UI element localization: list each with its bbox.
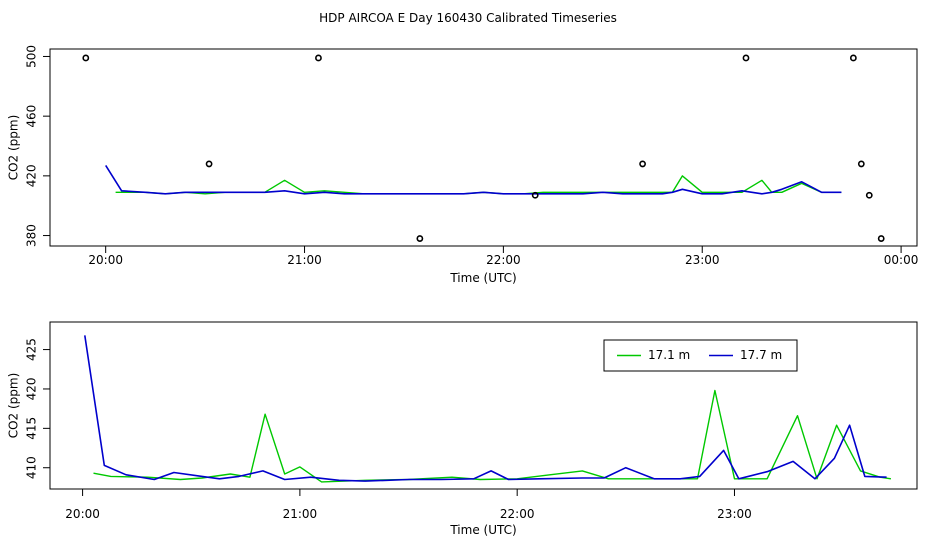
legend-entry-label: 17.7 m bbox=[740, 348, 782, 362]
legend: 17.1 m 17.7 m bbox=[603, 339, 798, 372]
outlier-point bbox=[857, 160, 865, 168]
outlier-point bbox=[531, 191, 539, 199]
series-line-green bbox=[93, 389, 892, 483]
y-tick-label: 425 bbox=[25, 338, 39, 361]
x-tick-label: 21:00 bbox=[287, 253, 322, 267]
series-line-blue bbox=[105, 164, 842, 195]
y-tick-label: 420 bbox=[25, 164, 39, 187]
outlier-point bbox=[865, 191, 873, 199]
series-line-blue bbox=[84, 335, 887, 482]
outlier-point bbox=[416, 235, 424, 242]
x-tick-label: 20:00 bbox=[65, 507, 100, 521]
x-tick-label: 23:00 bbox=[717, 507, 752, 521]
series-line-green bbox=[115, 175, 842, 195]
plot-frame bbox=[49, 321, 918, 490]
outlier-point bbox=[849, 54, 857, 62]
y-tick-label: 460 bbox=[25, 105, 39, 128]
x-tick-label: 21:00 bbox=[283, 507, 318, 521]
x-tick-label: 22:00 bbox=[486, 253, 521, 267]
x-tick-label: 00:00 bbox=[884, 253, 919, 267]
legend-entry-label: 17.1 m bbox=[648, 348, 690, 362]
figure-title: HDP AIRCOA E Day 160430 Calibrated Times… bbox=[319, 11, 617, 25]
overview-panel: 20:00 21:00 22:00 23:00 00:00 380 420 460 500 Tim… bbox=[7, 45, 919, 285]
outlier-point bbox=[315, 54, 322, 62]
y-tick-label: 415 bbox=[25, 417, 39, 440]
x-axis-label: Time (UTC) bbox=[449, 271, 516, 285]
y-tick-label: 380 bbox=[25, 224, 39, 247]
y-axis-label: CO2 (ppm) bbox=[7, 115, 21, 181]
outlier-point bbox=[639, 160, 646, 168]
plot-frame bbox=[49, 48, 918, 247]
y-tick-label: 420 bbox=[25, 378, 39, 401]
y-tick-label: 410 bbox=[25, 456, 39, 479]
y-axis-label: CO2 (ppm) bbox=[7, 373, 21, 439]
x-tick-label: 20:00 bbox=[88, 253, 123, 267]
x-axis-label: Time (UTC) bbox=[449, 523, 516, 537]
x-tick-label: 23:00 bbox=[685, 253, 720, 267]
outlier-point bbox=[205, 160, 213, 168]
outlier-point bbox=[82, 54, 90, 62]
outlier-point bbox=[877, 235, 885, 242]
x-tick-label: 22:00 bbox=[500, 507, 535, 521]
y-tick-label: 500 bbox=[25, 45, 39, 68]
outlier-point bbox=[742, 54, 750, 62]
detail-panel: 20:00 21:00 22:00 23:00 410 415 420 425 Time (UT… bbox=[7, 321, 918, 537]
